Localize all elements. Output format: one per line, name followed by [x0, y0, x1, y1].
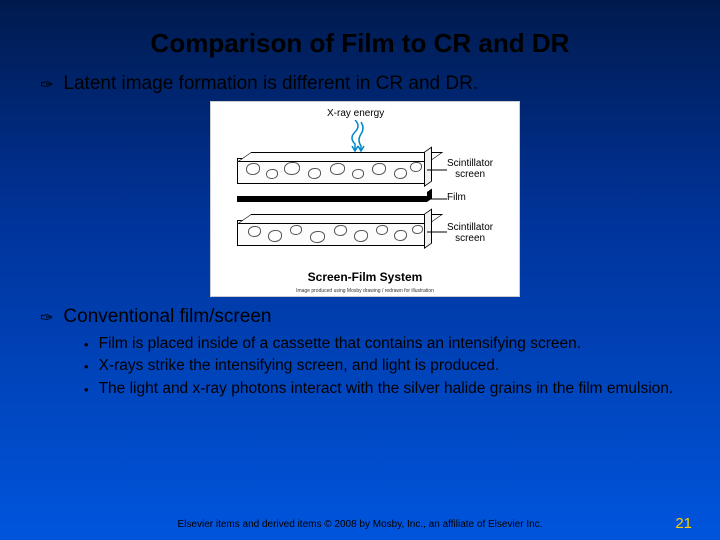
label-line-icon: [427, 166, 447, 174]
bullet-text: Latent image formation is different in C…: [63, 73, 478, 95]
sub-bullet-item: • The light and x-ray photons interact w…: [84, 379, 690, 398]
sub-bullet-text: The light and x-ray photons interact wit…: [99, 379, 674, 398]
bullet-icon: ✑: [40, 75, 53, 95]
diagram-container: X-ray energy: [40, 101, 690, 302]
bullet-icon: ✑: [40, 308, 53, 328]
scintillator-top: [237, 158, 427, 184]
sub-bullet-text: Film is placed inside of a cassette that…: [99, 334, 581, 353]
sub-bullet-icon: •: [84, 337, 89, 352]
xray-energy-label: X-ray energy: [327, 108, 384, 119]
sub-bullet-list: • Film is placed inside of a cassette th…: [84, 334, 690, 398]
scintillator-bottom: [237, 220, 427, 246]
film-layer: [237, 196, 427, 202]
sub-bullet-item: • X-rays strike the intensifying screen,…: [84, 356, 690, 375]
slide-footer: Elsevier items and derived items © 2008 …: [0, 514, 720, 532]
sub-bullet-icon: •: [84, 382, 89, 397]
label-line-icon: [427, 195, 447, 203]
scintillator-label-top: Scintillator screen: [447, 158, 493, 180]
slide-title: Comparison of Film to CR and DR: [0, 0, 720, 73]
sub-bullet-icon: •: [84, 359, 89, 374]
copyright-text: Elsevier items and derived items © 2008 …: [178, 519, 543, 530]
diagram-attribution: Image produced using Mosby drawing / red…: [211, 288, 519, 294]
film-label: Film: [447, 192, 466, 203]
sub-bullet-item: • Film is placed inside of a cassette th…: [84, 334, 690, 353]
bullet-item: ✑ Conventional film/screen: [40, 306, 690, 328]
label-line-icon: [427, 228, 447, 236]
diagram-caption: Screen-Film System: [211, 270, 519, 284]
bullet-text: Conventional film/screen: [63, 306, 271, 328]
scintillator-label-bottom: Scintillator screen: [447, 222, 493, 244]
slide-content: ✑ Latent image formation is different in…: [0, 73, 720, 398]
xray-arrow-icon: [349, 120, 369, 152]
bullet-item: ✑ Latent image formation is different in…: [40, 73, 690, 95]
sub-bullet-text: X-rays strike the intensifying screen, a…: [99, 356, 500, 375]
page-number: 21: [675, 515, 692, 532]
screen-film-diagram: X-ray energy: [210, 101, 520, 297]
